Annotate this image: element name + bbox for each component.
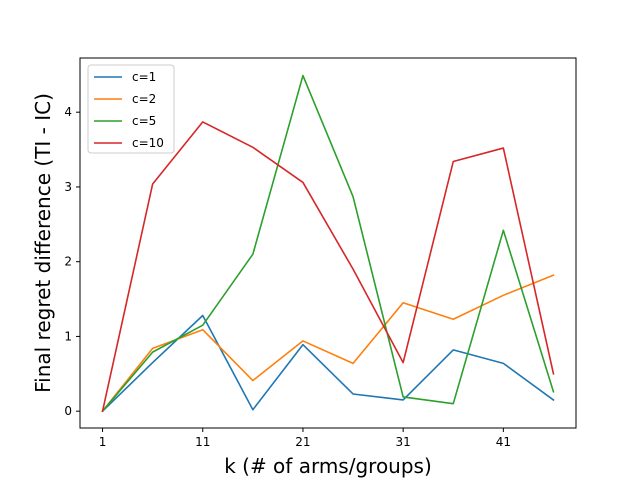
legend-label-4: c=10 [132, 136, 164, 150]
legend: c=1 c=2 c=5 c=10 [87, 64, 175, 154]
y-tick-label: 2 [64, 255, 72, 269]
y-axis-title: Final regret difference (TI - IC) [31, 93, 55, 393]
series-line-1 [101, 314, 555, 413]
legend-label-1: c=1 [132, 70, 156, 84]
plot-area [101, 74, 555, 413]
x-tick-label: 41 [496, 435, 511, 449]
y-tick-label: 4 [64, 105, 72, 119]
x-tick-label: 21 [295, 435, 310, 449]
y-tick-label: 3 [64, 180, 72, 194]
x-tick-label: 31 [396, 435, 411, 449]
x-tick-label: 1 [99, 435, 107, 449]
series-line-3 [101, 74, 555, 413]
plot-frame [79, 57, 577, 429]
y-tick-label: 1 [64, 329, 72, 343]
legend-label-2: c=2 [132, 92, 156, 106]
legend-label-3: c=5 [132, 114, 156, 128]
x-axis-title: k (# of arms/groups) [224, 454, 432, 478]
series-line-4 [101, 121, 555, 413]
x-tick-label: 11 [195, 435, 210, 449]
legend-box [87, 64, 175, 154]
y-tick-label: 0 [64, 404, 72, 418]
